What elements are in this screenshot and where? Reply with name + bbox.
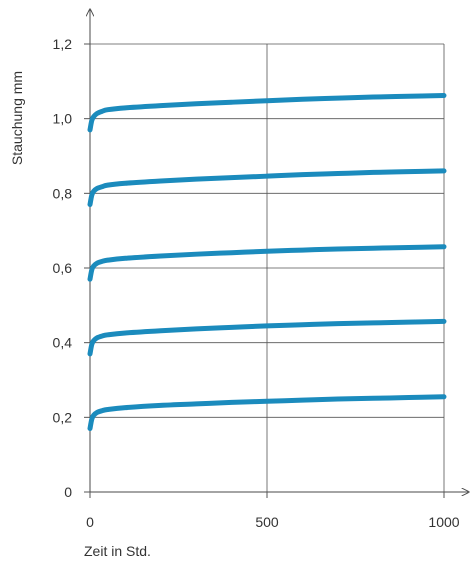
series-line-3 [87, 244, 447, 282]
tick-labels: 0 0,2 0,4 0,6 0,8 1,0 1,2 0 500 1000 [53, 36, 460, 530]
series-line-1 [87, 394, 447, 432]
axes [90, 10, 468, 492]
x-tick-label: 500 [255, 514, 279, 530]
series-line-5 [87, 93, 447, 133]
series-group [87, 93, 447, 432]
x-tick-label: 0 [86, 514, 94, 530]
series-line-4 [87, 168, 447, 208]
x-tick-label: 1000 [428, 514, 459, 530]
y-tick-label: 1,0 [53, 111, 73, 127]
y-tick-label: 0,6 [53, 260, 73, 276]
y-tick-label: 0,4 [53, 335, 73, 351]
y-tick-label: 0,2 [53, 409, 73, 425]
y-axis-title: Stauchung mm [9, 71, 25, 165]
y-tick-label: 0,8 [53, 185, 73, 201]
grid [90, 43, 445, 492]
x-axis-title: Zeit in Std. [84, 543, 151, 559]
y-tick-label: 0 [64, 484, 72, 500]
y-tick-label: 1,2 [53, 36, 73, 52]
series-line-2 [87, 318, 447, 357]
